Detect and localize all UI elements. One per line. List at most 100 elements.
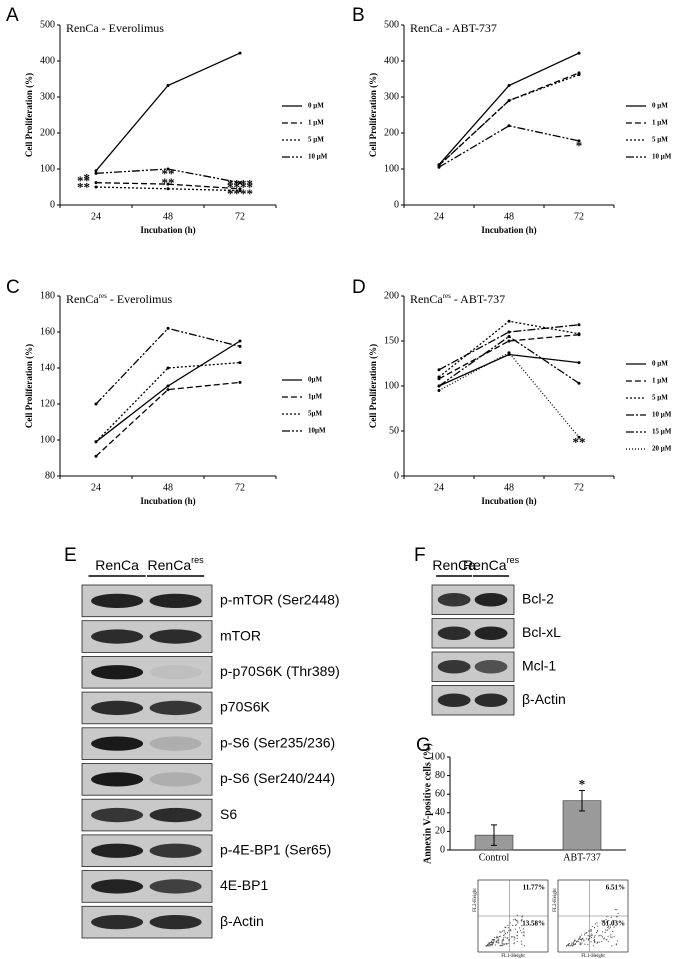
event-dot — [603, 920, 605, 922]
line-series — [438, 324, 580, 371]
event-dot — [501, 940, 503, 942]
event-dot — [583, 939, 585, 941]
y-tick-label: 300 — [40, 91, 55, 102]
flow-y-label: FL2-Height — [473, 888, 478, 912]
blot-label: p70S6K — [220, 699, 270, 715]
event-dot — [504, 936, 506, 938]
legend-label: 1 μM — [652, 119, 668, 127]
event-dot — [598, 935, 600, 937]
event-dot — [516, 940, 518, 943]
blot-band — [149, 593, 202, 608]
event-dot — [513, 942, 515, 944]
point — [437, 375, 441, 379]
y-tick-label: 100 — [384, 163, 399, 174]
y-tick-label: 100 — [430, 751, 445, 762]
event-dot — [514, 928, 516, 930]
event-dot — [507, 924, 509, 926]
blot-label: Bcl-xL — [522, 624, 561, 640]
blot-label: β-Actin — [522, 691, 566, 707]
event-dot — [584, 934, 586, 936]
point — [166, 388, 170, 392]
y-axis-label: Cell Proliferation (%) — [368, 73, 378, 157]
event-dot — [601, 940, 603, 943]
event-dot — [590, 941, 592, 943]
point — [166, 182, 170, 186]
event-dot — [606, 929, 608, 931]
event-dot — [605, 918, 607, 921]
event-dot — [516, 919, 518, 922]
event-dot — [508, 938, 510, 941]
point — [238, 181, 242, 185]
event-dot — [596, 922, 598, 924]
panel-letter: A — [6, 5, 19, 26]
significance: * — [579, 776, 586, 791]
event-dot — [516, 931, 519, 933]
point — [437, 368, 441, 372]
event-dot — [490, 944, 493, 946]
event-dot — [584, 943, 586, 945]
event-dot — [615, 943, 618, 945]
y-tick-label: 180 — [40, 290, 55, 301]
title-part: res — [443, 292, 451, 300]
event-dot — [587, 939, 590, 941]
event-dot — [581, 942, 583, 944]
x-tick-label: 72 — [235, 211, 245, 222]
blot-header: RenCa — [432, 557, 476, 573]
event-dot — [499, 935, 501, 937]
event-dot — [494, 936, 496, 939]
event-dot — [593, 926, 596, 929]
y-tick-label: 500 — [40, 19, 55, 30]
event-dot — [509, 922, 511, 924]
event-dot — [521, 943, 523, 945]
blot-label: Mcl-1 — [522, 657, 556, 673]
event-dot — [521, 915, 523, 917]
event-dot — [590, 933, 592, 935]
event-dot — [606, 916, 608, 918]
event-dot — [512, 924, 514, 927]
event-dot — [494, 944, 496, 946]
event-dot — [567, 944, 569, 946]
event-dot — [605, 929, 607, 931]
y-tick-label: 80 — [45, 470, 55, 481]
event-dot — [590, 935, 592, 937]
blot-band — [149, 879, 202, 894]
x-tick-label: 48 — [163, 482, 173, 493]
event-dot — [597, 941, 599, 943]
point — [94, 454, 98, 458]
event-dot — [586, 932, 588, 934]
point — [507, 339, 511, 343]
y-tick-label: 80 — [435, 770, 445, 781]
event-dot — [589, 935, 591, 938]
event-dot — [502, 930, 504, 932]
event-dot — [521, 925, 523, 927]
y-tick-label: 100 — [40, 434, 55, 445]
line-series — [438, 125, 580, 168]
significance: * — [576, 138, 583, 153]
legend-label: 1 μM — [652, 377, 668, 385]
event-dot — [490, 940, 493, 943]
event-dot — [572, 945, 574, 947]
point — [94, 181, 98, 185]
y-axis-label: Cell Proliferation (%) — [24, 73, 34, 157]
event-dot — [573, 944, 575, 946]
blot-label: p-4E-BP1 (Ser65) — [220, 841, 331, 857]
x-tick-label: 24 — [91, 211, 101, 222]
event-dot — [573, 941, 575, 943]
blot-band — [91, 915, 144, 930]
event-dot — [500, 931, 502, 933]
event-dot — [602, 936, 604, 938]
chart-title: RenCa - ABT-737 — [410, 21, 497, 35]
point — [238, 189, 242, 193]
point — [166, 167, 170, 171]
event-dot — [519, 927, 521, 929]
point — [437, 384, 441, 388]
point — [577, 51, 581, 55]
legend-label: 5μM — [308, 410, 322, 418]
event-dot — [508, 930, 510, 932]
event-dot — [493, 939, 495, 941]
blot-header: RenCares — [148, 555, 205, 572]
y-tick-label: 0 — [50, 199, 55, 210]
point — [166, 83, 170, 87]
event-dot — [583, 940, 585, 942]
point — [94, 169, 98, 173]
